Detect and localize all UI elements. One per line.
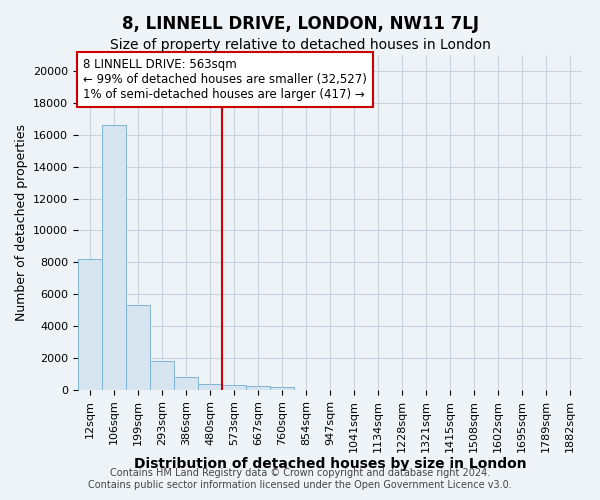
Bar [246,386,270,390]
Text: 8 LINNELL DRIVE: 563sqm
← 99% of detached houses are smaller (32,527)
1% of semi: 8 LINNELL DRIVE: 563sqm ← 99% of detache… [83,58,367,102]
Bar [150,362,174,390]
Bar [78,259,102,390]
Text: 8, LINNELL DRIVE, LONDON, NW11 7LJ: 8, LINNELL DRIVE, LONDON, NW11 7LJ [121,15,479,33]
Bar [174,377,198,390]
Bar [126,306,150,390]
Text: Size of property relative to detached houses in London: Size of property relative to detached ho… [110,38,490,52]
Bar [102,125,126,390]
Bar [198,384,222,390]
Bar [270,387,294,390]
Bar [222,385,246,390]
X-axis label: Distribution of detached houses by size in London: Distribution of detached houses by size … [134,458,526,471]
Text: Contains HM Land Registry data © Crown copyright and database right 2024.
Contai: Contains HM Land Registry data © Crown c… [88,468,512,490]
Y-axis label: Number of detached properties: Number of detached properties [14,124,28,321]
